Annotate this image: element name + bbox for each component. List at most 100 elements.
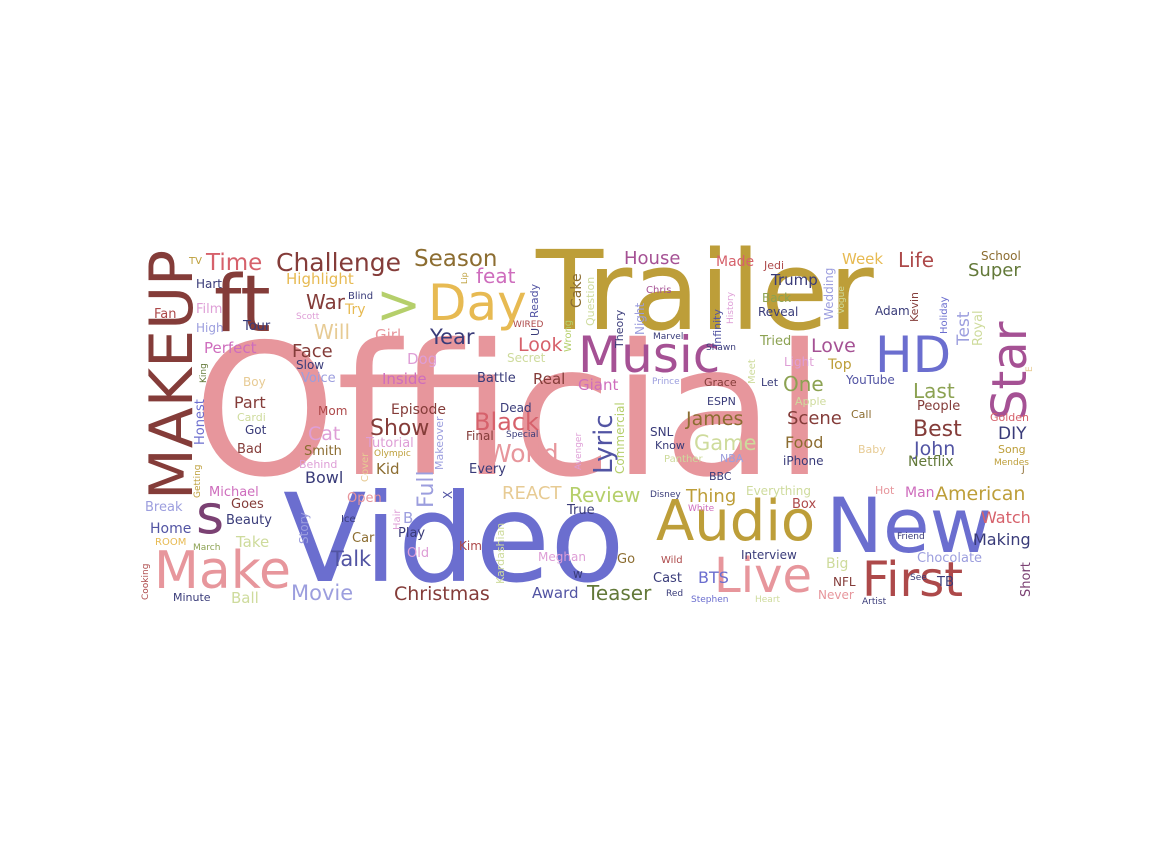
word-trailer: Trailer: [536, 227, 874, 355]
word-short: Short: [1019, 562, 1034, 597]
word-making: Making: [973, 530, 1031, 549]
word-cardi: Cardi: [237, 411, 266, 424]
word-bbc: BBC: [709, 470, 732, 483]
word-netflix: Netflix: [908, 454, 954, 470]
word-chris: Chris: [646, 285, 672, 296]
word-feat: feat: [476, 264, 516, 288]
word-meghan: Meghan: [538, 550, 586, 564]
word-one: One: [783, 372, 824, 396]
word-j: J: [1022, 465, 1025, 475]
word-u: U: [529, 327, 542, 336]
word-song: Song: [998, 443, 1026, 456]
word-thing: Thing: [686, 486, 737, 507]
word-face: Face: [292, 341, 333, 362]
word-kardashian: Kardashian: [494, 522, 507, 584]
word-friend: Friend: [897, 532, 925, 542]
word-cat: Cat: [308, 423, 341, 445]
word-movie: Movie: [291, 581, 354, 605]
word-smith: Smith: [304, 444, 342, 459]
word-behind: Behind: [299, 458, 338, 471]
word-nfl: NFL: [833, 575, 856, 589]
word-voice: Voice: [301, 371, 336, 386]
word-hair: Hair: [392, 509, 403, 530]
word-lip: Lip: [460, 272, 469, 284]
word-take: Take: [236, 533, 270, 551]
word-will: Will: [314, 320, 351, 344]
word-new: New: [826, 481, 992, 570]
word-espn: ESPN: [707, 395, 736, 408]
word-inside: Inside: [382, 370, 427, 388]
word-iphone: iPhone: [783, 454, 824, 468]
word-tb: TB: [937, 575, 954, 590]
word-man: Man: [905, 485, 935, 501]
word-wedding: Wedding: [822, 267, 836, 320]
word-react: REACT: [502, 483, 562, 504]
word-shawn: Shawn: [706, 343, 736, 353]
word-dog: Dog: [407, 350, 438, 368]
word-king: King: [199, 363, 209, 383]
word-dead: Dead: [500, 401, 532, 415]
word-stephen: Stephen: [691, 595, 729, 605]
word-cake: Cake: [569, 273, 585, 308]
word-love: Love: [811, 335, 856, 357]
word-wrong: Wrong: [563, 319, 574, 352]
word-big: Big: [826, 556, 849, 572]
word-last: Last: [913, 379, 955, 403]
word-baby: Baby: [858, 443, 886, 456]
word-b: B: [403, 509, 414, 527]
word-avenger: Avenger: [574, 432, 584, 470]
word-history: History: [726, 291, 736, 324]
word-gt: >: [376, 273, 422, 336]
word-full: Full: [414, 470, 439, 508]
word-hot: Hot: [875, 484, 895, 497]
word-secret: Secret: [507, 351, 546, 365]
word-week: Week: [842, 250, 884, 268]
word-john: John: [914, 438, 956, 460]
word-make: Make: [154, 541, 291, 601]
word-perfect: Perfect: [204, 339, 257, 357]
word-kevin: Kevin: [908, 292, 921, 322]
word-made: Made: [716, 254, 755, 270]
word-blind: Blind: [348, 291, 374, 302]
word-wired: WIRED: [513, 320, 544, 330]
word-go: Go: [617, 552, 636, 567]
word-mendes: Mendes: [994, 458, 1029, 468]
word-people: People: [917, 399, 961, 414]
word-trump: Trump: [771, 271, 818, 289]
word-diy: DIY: [998, 424, 1027, 444]
word-meet: Meet: [747, 359, 758, 384]
word-play: Play: [398, 526, 426, 541]
word-hd: HD: [875, 326, 952, 384]
word-teaser: Teaser: [587, 581, 652, 605]
word-royal: Royal: [971, 310, 986, 346]
word-holiday: Holiday: [939, 296, 950, 334]
word-food: Food: [785, 433, 824, 452]
word-highlight: Highlight: [286, 270, 354, 288]
word-every: Every: [469, 462, 506, 477]
word-official: Official: [193, 305, 825, 517]
word-house: House: [624, 248, 681, 269]
word-youtube: YouTube: [846, 373, 895, 387]
word-final: Final: [466, 429, 494, 443]
word-tour: Tour: [243, 319, 271, 334]
word-battle: Battle: [477, 371, 516, 386]
word-ready: Ready: [528, 283, 541, 318]
word-break: Break: [145, 500, 183, 515]
word-high: High: [196, 321, 224, 335]
word-theory: Theory: [613, 309, 626, 348]
word-interview: Interview: [741, 548, 797, 562]
word-ice: Ice: [341, 514, 356, 525]
word-super: Super: [968, 260, 1021, 281]
word-tutorial: Tutorial: [366, 436, 414, 451]
word-e: E: [1025, 366, 1035, 372]
word-ball: Ball: [231, 589, 259, 607]
word-golden: Golden: [990, 411, 1030, 424]
word-artist: Artist: [862, 597, 887, 607]
word-know: Know: [655, 439, 685, 452]
word-best: Best: [913, 417, 962, 442]
word-school: School: [981, 249, 1021, 263]
word-never: Never: [818, 588, 854, 602]
word-prince: Prince: [652, 377, 680, 387]
word-march: March: [193, 543, 221, 553]
word-chocolate: Chocolate: [917, 551, 983, 566]
